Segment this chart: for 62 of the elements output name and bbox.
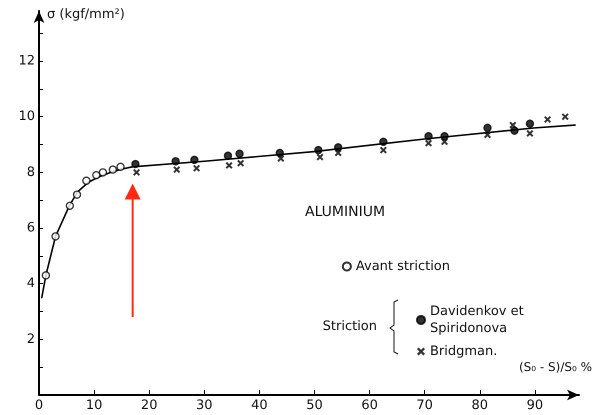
point [334,149,342,156]
point [226,162,233,169]
x-tick-label: 30 [196,398,213,413]
y-axis-title: σ (kgf/mm²) [47,7,125,22]
point [544,116,552,124]
x-tick-label: 80 [472,398,488,413]
point [379,138,388,146]
y-tick-label: 2 [26,332,35,347]
point [131,160,140,168]
point [190,156,199,164]
point [116,162,125,171]
point [51,232,60,241]
point [425,140,432,147]
point [509,122,516,129]
x-tick-label: 90 [526,398,544,413]
text: ALUMINIUM [305,204,386,220]
point [42,271,50,280]
point [276,148,284,158]
point [562,113,569,120]
legend-label: Davidenkov et Spiridonova [430,304,528,336]
point [82,176,91,185]
point [484,131,491,138]
x-tick-label: 40 [251,398,268,413]
legend-label: Bridgman. [430,344,498,359]
legend-label: Avant striction [356,259,450,274]
point [108,165,117,174]
point [66,202,74,210]
point [224,152,232,160]
point [171,157,180,166]
y-tick-label: 6 [26,220,35,236]
point [526,120,534,128]
point [334,143,342,152]
point [92,171,100,180]
point [526,130,534,137]
x-tick-label: 60 [361,398,378,413]
point [441,138,448,146]
x-tick-label: 10 [86,398,102,413]
y-tick-label: 10 [18,109,35,124]
point [235,150,244,158]
point [193,164,200,172]
point [72,190,82,199]
x-tick-label: 50 [306,398,323,413]
point [380,146,387,154]
point [277,154,284,162]
point [424,132,433,140]
point [440,132,449,140]
point [237,160,244,167]
point [98,168,108,177]
point [133,168,140,176]
x-tick-label: 20 [140,398,158,413]
annotation: Striction [322,319,378,334]
point [314,146,322,154]
x-axis-title: (S₀ - S)/S₀ % [518,360,592,374]
y-tick-label: 8 [26,164,35,180]
x-tick-label: 70 [416,398,433,413]
point [316,154,324,161]
point [173,166,180,174]
y-tick-label: 4 [26,276,35,292]
y-tick-label: 12 [18,54,35,69]
point [483,124,492,132]
point [510,126,519,135]
x-tick-label: 0 [34,398,44,413]
